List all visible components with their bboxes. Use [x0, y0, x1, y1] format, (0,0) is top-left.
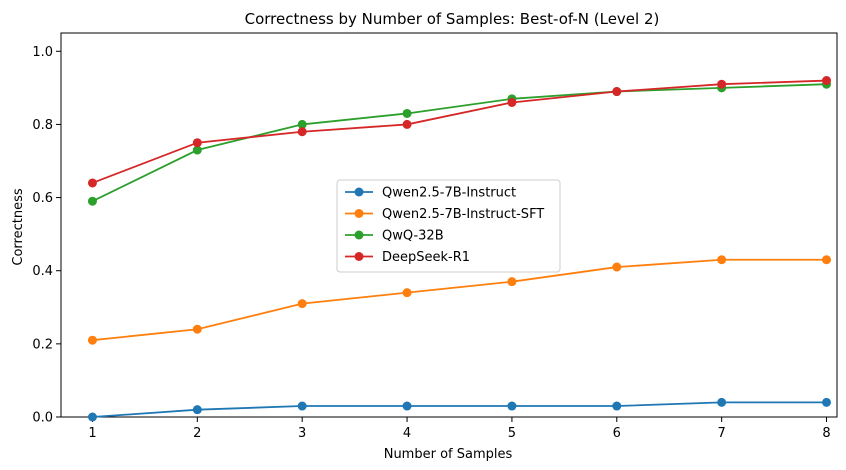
series-layer — [87, 76, 832, 422]
data-point — [507, 401, 517, 411]
legend-swatch-marker — [354, 187, 364, 197]
data-point — [192, 324, 202, 334]
data-point — [822, 255, 832, 265]
data-point — [192, 138, 202, 148]
data-point — [612, 401, 622, 411]
x-tick-label: 2 — [193, 426, 201, 441]
legend-label: Qwen2.5-7B-Instruct — [382, 186, 516, 201]
series-qwen2-5-7b-instruct — [87, 397, 832, 422]
x-axis-label: Number of Samples — [384, 447, 513, 462]
x-tick-label: 7 — [718, 426, 726, 441]
legend: Qwen2.5-7B-Instruct Qwen2.5-7B-Instruct-S… — [336, 179, 561, 273]
data-point — [402, 119, 412, 129]
data-point — [297, 127, 307, 137]
legend-label: QwQ-32B — [382, 229, 444, 244]
data-point — [717, 255, 727, 265]
data-point — [192, 405, 202, 415]
series-qwen2-5-7b-instruct-sft — [87, 255, 832, 345]
legend-label: Qwen2.5-7B-Instruct-SFT — [382, 207, 544, 222]
axes: 1 2 3 4 5 6 7 8 0.0 0.2 0.4 0.6 0.8 1.0 — [32, 32, 838, 441]
data-point — [507, 277, 517, 287]
legend-swatch-marker — [354, 230, 364, 240]
data-point — [192, 145, 202, 155]
data-point — [717, 79, 727, 89]
data-point — [87, 412, 97, 422]
y-axis-label: Correctness — [11, 188, 26, 265]
data-point — [87, 178, 97, 188]
data-point — [612, 262, 622, 272]
x-tick-label: 3 — [298, 426, 306, 441]
data-point — [822, 397, 832, 407]
data-point — [297, 119, 307, 129]
y-tick-label: 0.6 — [32, 191, 53, 206]
y-tick-label: 0.4 — [32, 264, 53, 279]
data-point — [87, 335, 97, 345]
x-tick-label: 1 — [88, 426, 96, 441]
data-point — [87, 196, 97, 206]
data-point — [402, 401, 412, 411]
data-point — [297, 299, 307, 309]
series-deepseek-r1 — [87, 76, 832, 188]
data-point — [297, 401, 307, 411]
data-point — [402, 288, 412, 298]
y-tick-label: 0.0 — [32, 411, 53, 426]
y-tick-label: 1.0 — [32, 45, 53, 60]
x-tick-label: 5 — [508, 426, 516, 441]
data-point — [612, 87, 622, 97]
series-line — [92, 258, 827, 342]
legend-label: DeepSeek-R1 — [382, 250, 470, 265]
plot-frame — [60, 32, 838, 418]
data-point — [402, 108, 412, 118]
x-tick-label: 8 — [822, 426, 830, 441]
data-point — [717, 397, 727, 407]
legend-swatch-marker — [354, 209, 364, 218]
data-point — [822, 76, 832, 86]
x-tick-label: 4 — [403, 426, 411, 441]
y-tick-label: 0.2 — [32, 337, 53, 352]
series-line — [92, 83, 827, 203]
y-tick-label: 0.8 — [32, 118, 53, 133]
legend-box — [336, 179, 561, 273]
data-point — [507, 97, 517, 107]
legend-swatch-marker — [354, 252, 364, 261]
x-tick-label: 6 — [613, 426, 621, 441]
series-line — [92, 401, 827, 418]
series-line — [92, 79, 827, 184]
chart-title: Correctness by Number of Samples: Best-o… — [245, 10, 660, 28]
